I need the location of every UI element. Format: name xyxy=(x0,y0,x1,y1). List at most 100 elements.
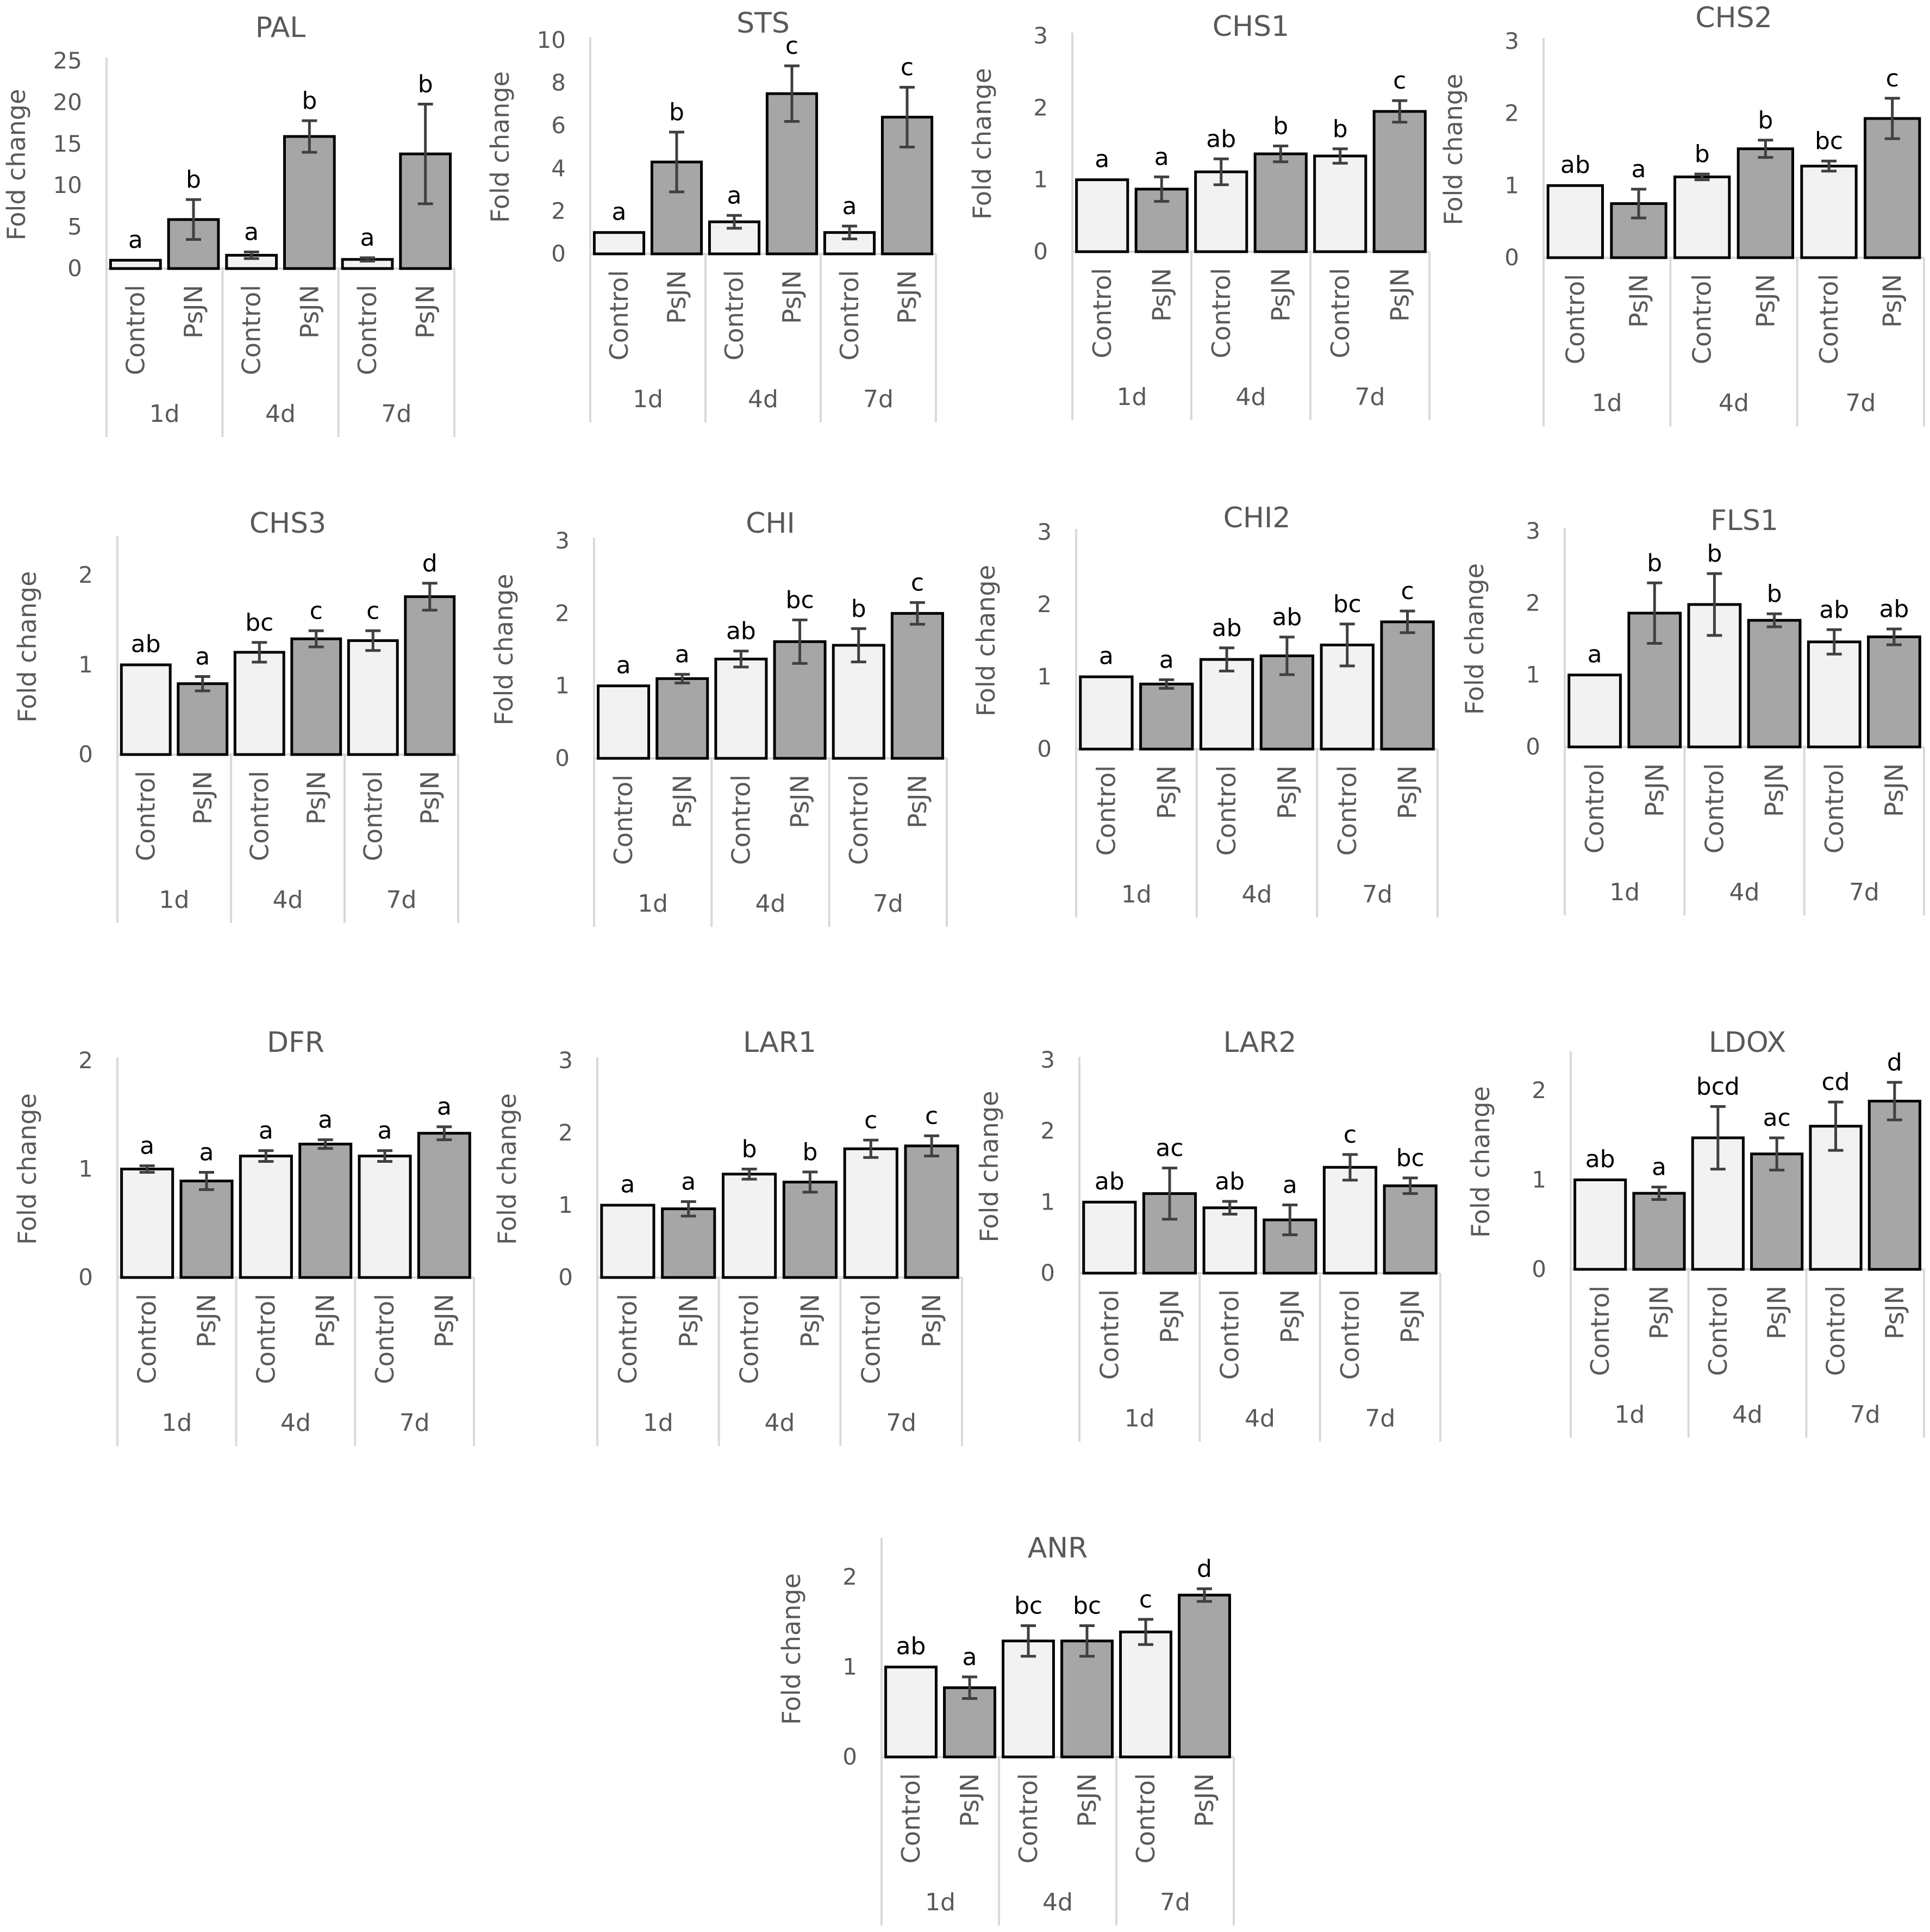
y-tick-label: 1 xyxy=(555,672,570,699)
y-axis-label: Fold change xyxy=(1460,563,1489,715)
x-category-label: PsJN xyxy=(1396,1289,1425,1343)
chart-chs1: CHS1 Fold change 0 1 2 3 1d 4d 7d a Control a PsJN ab… xyxy=(967,10,1431,420)
chart-ldox: LDOX Fold change 0 1 2 1d 4d 7d ab Control a PsJN bc… xyxy=(1466,1026,1925,1438)
group-label-7d: 7d xyxy=(399,1409,430,1437)
significance-letter: b xyxy=(1767,580,1782,608)
group-label-7d: 7d xyxy=(1362,881,1392,908)
significance-letter: ab xyxy=(1212,614,1242,642)
bar-control-7d xyxy=(1320,643,1375,751)
x-category-label: Control xyxy=(896,1773,926,1864)
x-category-label: Control xyxy=(1560,274,1590,364)
group-label-1d: 1d xyxy=(633,385,663,413)
significance-letter: a xyxy=(616,651,631,679)
significance-letter: ac xyxy=(1763,1104,1791,1132)
bar-control-4d xyxy=(1202,1206,1257,1275)
bar-psjn-7d xyxy=(1372,110,1427,253)
significance-letter: ab xyxy=(1560,151,1590,179)
x-category-label: Control xyxy=(1700,763,1729,853)
group-label-1d: 1d xyxy=(925,1889,955,1916)
significance-letter: b xyxy=(1695,140,1710,168)
x-category-label: Control xyxy=(1091,765,1121,856)
group-label-4d: 4d xyxy=(1242,881,1272,908)
y-tick-label: 2 xyxy=(78,1047,93,1074)
y-axis-label: Fold change xyxy=(777,1573,806,1725)
y-axis-label: Fold change xyxy=(13,571,42,723)
x-category-label: PsJN xyxy=(1275,1289,1304,1343)
x-category-label: PsJN xyxy=(785,775,815,828)
x-category-label: PsJN xyxy=(311,1294,340,1348)
y-tick-label: 1 xyxy=(558,1192,573,1218)
significance-letter: bcd xyxy=(1696,1073,1740,1100)
significance-letter: ac xyxy=(1155,1135,1183,1162)
bar-control-1d xyxy=(1573,1178,1627,1271)
significance-letter: ab xyxy=(1095,1168,1125,1195)
x-category-label: PsJN xyxy=(1393,765,1422,819)
y-axis-label: Fold change xyxy=(1439,74,1468,226)
y-tick-label: 1 xyxy=(78,1156,93,1182)
significance-letter: a xyxy=(1095,145,1109,173)
y-tick-label: 2 xyxy=(1504,100,1519,127)
chart-title: CHS2 xyxy=(1695,2,1772,34)
significance-letter: a xyxy=(1099,643,1114,670)
bar-psjn-7d xyxy=(890,612,944,760)
significance-letter: bc xyxy=(1396,1144,1425,1172)
y-tick-label: 2 xyxy=(1033,94,1048,121)
bar-psjn-4d xyxy=(782,1180,838,1279)
significance-letter: a xyxy=(360,224,375,252)
x-category-label: Control xyxy=(1585,1286,1615,1376)
y-tick-label: 0 xyxy=(67,255,82,282)
bar-psjn-1d xyxy=(177,682,229,756)
chart-title: PAL xyxy=(255,11,306,44)
significance-letter: a xyxy=(128,226,143,254)
y-tick-label: 8 xyxy=(551,70,566,96)
bar-control-7d xyxy=(832,644,885,760)
y-tick-label: 1 xyxy=(78,651,93,678)
x-category-label: Control xyxy=(735,1294,764,1384)
significance-letter: ab xyxy=(1819,596,1849,624)
y-tick-label: 2 xyxy=(551,197,566,224)
x-category-label: Control xyxy=(604,270,634,360)
significance-letter: ab xyxy=(1206,125,1236,153)
x-category-label: PsJN xyxy=(1385,268,1414,322)
group-label-4d: 4d xyxy=(1236,383,1266,411)
x-category-label: Control xyxy=(1821,1286,1851,1376)
chart-title: ANR xyxy=(1028,1532,1088,1565)
x-category-label: PsJN xyxy=(415,771,445,825)
y-tick-label: 1 xyxy=(1033,166,1048,193)
group-label-7d: 7d xyxy=(1845,389,1876,417)
significance-letter: b xyxy=(302,87,317,115)
group-label-4d: 4d xyxy=(1732,1401,1763,1429)
bar-control-4d xyxy=(721,1173,777,1279)
group-label-4d: 4d xyxy=(1729,878,1760,906)
x-category-label: PsJN xyxy=(1760,763,1789,817)
x-category-label: Control xyxy=(251,1294,280,1384)
bar-control-1d xyxy=(120,1168,174,1279)
bar-psjn-1d xyxy=(655,677,709,760)
y-axis-label: Fold change xyxy=(2,89,31,241)
y-axis-label: Fold change xyxy=(489,574,519,726)
significance-letter: c xyxy=(864,1106,877,1134)
x-category-label: Control xyxy=(358,771,388,861)
x-category-label: PsJN xyxy=(955,1773,984,1827)
y-tick-label: 25 xyxy=(53,47,82,74)
x-category-label: PsJN xyxy=(1190,1773,1219,1827)
chart-chi2: CHI2 Fold change 0 1 2 3 1d 4d 7d a Control a PsJN ab… xyxy=(971,502,1439,918)
significance-letter: bc xyxy=(1815,127,1843,155)
x-category-label: PsJN xyxy=(1879,763,1909,817)
significance-letter: c xyxy=(901,53,914,81)
x-category-label: Control xyxy=(370,1294,399,1384)
x-category-label: Control xyxy=(1814,274,1844,364)
significance-letter: d xyxy=(422,550,438,577)
y-tick-label: 2 xyxy=(555,600,570,626)
significance-letter: c xyxy=(1139,1586,1152,1613)
x-category-label: PsJN xyxy=(1640,763,1669,817)
y-axis-label: Fold change xyxy=(967,68,997,220)
y-tick-label: 2 xyxy=(842,1563,857,1590)
chart-title: CHS3 xyxy=(249,507,327,540)
y-tick-label: 2 xyxy=(1532,1077,1546,1104)
y-axis-label: Fold change xyxy=(971,565,1001,716)
bar-control-7d xyxy=(1322,1166,1378,1275)
y-axis-label: Fold change xyxy=(485,71,515,223)
y-tick-label: 0 xyxy=(78,741,93,768)
x-category-label: Control xyxy=(1212,765,1241,856)
